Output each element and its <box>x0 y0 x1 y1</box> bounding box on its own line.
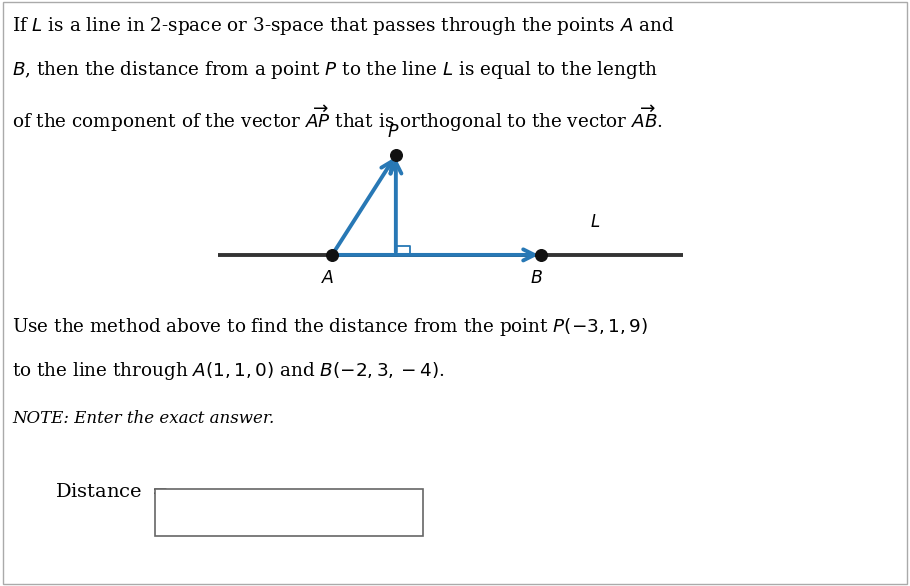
Text: to the line through $A(1, 1, 0)$ and $B(-2, 3, -4)$.: to the line through $A(1, 1, 0)$ and $B(… <box>12 360 445 383</box>
Point <box>389 151 403 160</box>
Text: $B$: $B$ <box>531 270 543 287</box>
FancyBboxPatch shape <box>155 489 423 536</box>
Text: of the component of the vector $\overrightarrow{AP}$ that is orthogonal to the v: of the component of the vector $\overrig… <box>12 103 662 134</box>
Text: $P$: $P$ <box>387 124 399 141</box>
Text: NOTE: Enter the exact answer.: NOTE: Enter the exact answer. <box>12 410 274 427</box>
Point <box>534 250 549 260</box>
Text: Use the method above to find the distance from the point $P(-3, 1, 9)$: Use the method above to find the distanc… <box>12 316 648 339</box>
Text: If $L$ is a line in 2-space or 3-space that passes through the points $A$ and: If $L$ is a line in 2-space or 3-space t… <box>12 15 674 37</box>
Point <box>325 250 339 260</box>
Text: $A$: $A$ <box>321 270 334 287</box>
Text: $B$, then the distance from a point $P$ to the line $L$ is equal to the length: $B$, then the distance from a point $P$ … <box>12 59 658 81</box>
Text: $L$: $L$ <box>590 214 600 231</box>
Text: Distance $=$: Distance $=$ <box>55 483 167 502</box>
